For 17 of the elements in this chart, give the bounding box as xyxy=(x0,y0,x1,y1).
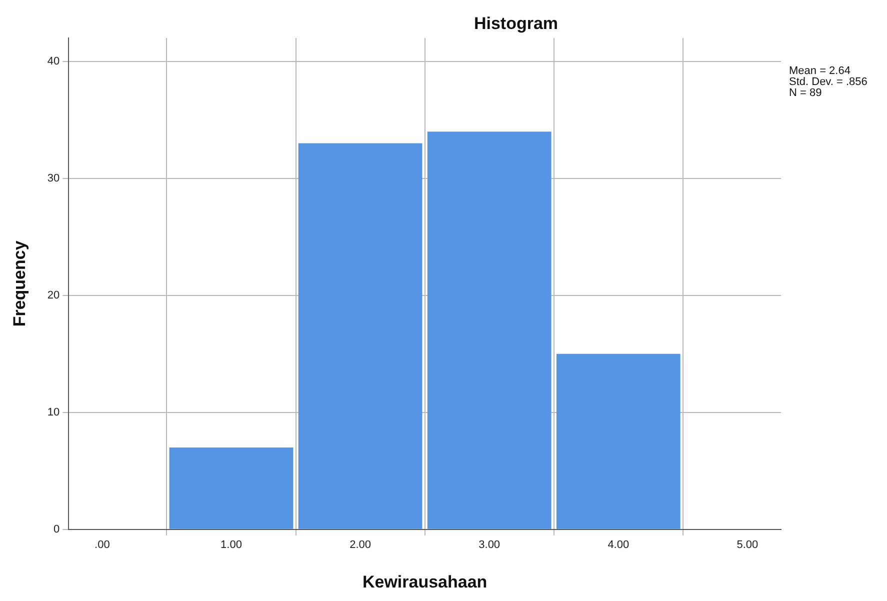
y-axis-title: Frequency xyxy=(10,240,29,327)
x-tick-label: .00 xyxy=(94,539,110,552)
x-tick-label: 4.00 xyxy=(608,539,630,552)
y-tick-label: 30 xyxy=(47,172,60,184)
chart-title: Histogram xyxy=(472,14,560,34)
x-tick-label: 1.00 xyxy=(220,539,242,552)
text: Mean = 2.64 xyxy=(789,65,852,77)
x-tick-label: 3.00 xyxy=(478,539,500,552)
y-tick-label: 20 xyxy=(47,289,60,302)
y-tick-label: 0 xyxy=(54,523,60,536)
x-tick-label: 2.00 xyxy=(350,539,372,552)
text: Std. Dev. = .856 xyxy=(789,76,868,88)
x-tick-label: 5.00 xyxy=(736,539,758,552)
x-axis-title: Kewirausahaan xyxy=(362,572,488,592)
y-tick-label: 10 xyxy=(47,406,60,418)
text: N = 89 xyxy=(789,87,823,99)
y-tick-label: 40 xyxy=(47,55,60,68)
